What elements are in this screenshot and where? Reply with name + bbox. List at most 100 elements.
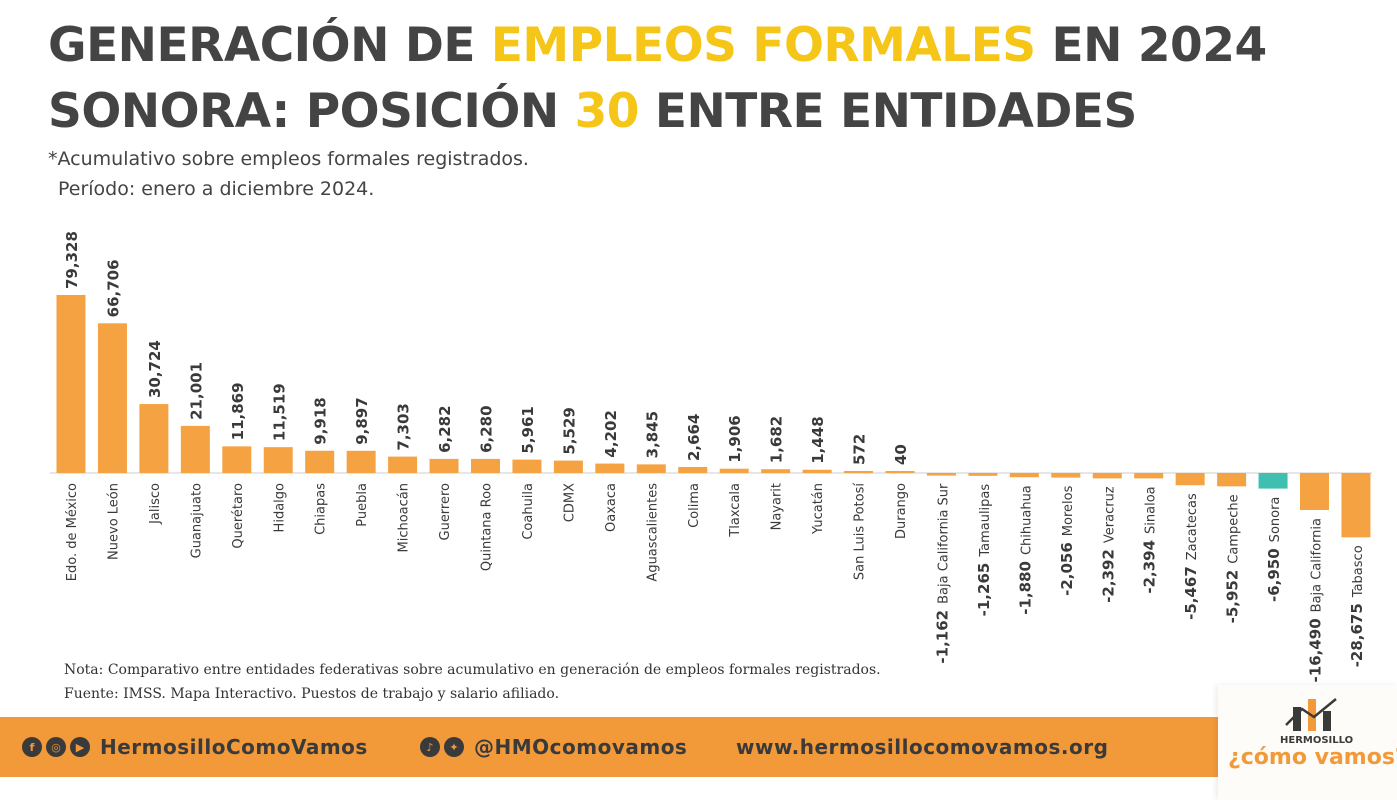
bar-30 (1300, 473, 1329, 511)
value-label-9: 6,282 (436, 405, 454, 452)
category-label-10: Quintana Roo (480, 483, 495, 571)
category-label-7: Puebla (355, 483, 370, 527)
subtitle-cumulative: *Acumulativo sobre empleos formales regi… (48, 148, 529, 170)
value-label-18: 1,448 (809, 416, 827, 463)
bar-27 (1175, 473, 1205, 486)
value-label-2: 30,724 (146, 340, 164, 398)
bar-19 (844, 471, 874, 473)
bar-1 (97, 323, 127, 473)
value-label-8: 7,303 (395, 403, 413, 450)
neg-label-25: -2,392 Veracruz (1099, 486, 1117, 603)
category-label-28: Campeche (1227, 494, 1242, 563)
bar-15 (678, 467, 708, 473)
tiktok-icon[interactable]: ♪ (420, 737, 440, 757)
facebook-icon[interactable]: f (22, 737, 42, 757)
category-label-17: Nayarit (770, 483, 785, 530)
youtube-icon[interactable]: ▶ (70, 737, 90, 757)
footer-website[interactable]: www.hermosillocomovamos.org (736, 735, 1109, 759)
category-label-4: Querétaro (231, 483, 246, 549)
bar-31 (1341, 473, 1371, 538)
value-label-25: -2,392 (1099, 549, 1117, 603)
bar-9 (429, 458, 459, 473)
bar-16 (719, 468, 749, 473)
neg-label-21: -1,162 Baja California Sur (933, 483, 951, 664)
bar-4 (222, 446, 252, 473)
bar-22 (968, 473, 998, 476)
value-label-11: 5,961 (519, 406, 537, 453)
source-text: Fuente: IMSS. Mapa Interactivo. Puestos … (64, 686, 560, 702)
neg-label-26: -2,394 Sinaloa (1141, 486, 1159, 593)
value-label-24: -2,056 (1058, 542, 1076, 596)
title-line-1: GENERACIÓN DE EMPLEOS FORMALES EN 2024 (48, 18, 1267, 73)
value-label-5: 11,519 (270, 383, 288, 441)
value-label-26: -2,394 (1141, 540, 1159, 594)
value-label-4: 11,869 (229, 382, 247, 440)
category-label-16: Tlaxcala (728, 483, 743, 538)
category-label-31: Tabasco (1351, 545, 1366, 598)
category-label-3: Guanajuato (189, 483, 204, 558)
category-label-9: Guerrero (438, 483, 453, 541)
footer-website-group: www.hermosillocomovamos.org (730, 717, 1108, 777)
value-label-30: -16,490 (1307, 618, 1325, 682)
bar-17 (761, 469, 791, 473)
bar-26 (1134, 473, 1164, 479)
footer-handle-1[interactable]: HermosilloComoVamos (100, 735, 368, 759)
bar-8 (388, 456, 418, 473)
neg-label-30: -16,490 Baja California (1307, 518, 1325, 682)
footer-handle-2[interactable]: @HMOcomovamos (474, 735, 688, 759)
instagram-icon[interactable]: ◎ (46, 737, 66, 757)
bar-10 (471, 458, 500, 473)
value-label-6: 9,918 (312, 397, 330, 444)
bar-3 (180, 425, 210, 473)
value-label-1: 66,706 (104, 259, 122, 317)
value-label-21: -1,162 (933, 610, 951, 664)
neg-label-28: -5,952 Campeche (1224, 494, 1242, 623)
value-label-31: -28,675 (1348, 603, 1366, 667)
category-label-8: Michoacán (397, 483, 412, 553)
neg-label-31: -28,675 Tabasco (1348, 545, 1366, 667)
category-label-29: Sonora (1268, 497, 1283, 543)
category-label-2: Jalisco (148, 483, 163, 525)
neg-label-23: -1,880 Chihuahua (1016, 485, 1034, 615)
value-label-10: 6,280 (478, 405, 496, 452)
category-label-18: Yucatán (811, 483, 826, 535)
category-label-1: Nuevo León (106, 483, 121, 560)
value-label-19: 572 (851, 434, 869, 465)
footer-social-group-2: ♪ ✦ @HMOcomovamos (420, 717, 687, 777)
logo-chart-icon (1285, 698, 1337, 731)
category-label-23: Chihuahua (1019, 485, 1034, 555)
value-label-22: -1,265 (975, 563, 993, 617)
bar-chart: 79,328 Edo. de México 66,706 Nuevo León 30,7… (50, 231, 1372, 682)
value-label-3: 21,001 (187, 362, 205, 420)
bar-7 (346, 450, 376, 473)
value-label-23: -1,880 (1016, 561, 1034, 615)
subtitle-period: Período: enero a diciembre 2024. (58, 178, 375, 200)
bar-11 (512, 459, 542, 473)
value-label-28: -5,952 (1224, 570, 1242, 624)
neg-label-22: -1,265 Tamaulipas (975, 484, 993, 617)
value-label-13: 4,202 (602, 410, 620, 457)
note-text: Nota: Comparativo entre entidades federa… (64, 662, 881, 678)
category-label-13: Oaxaca (604, 483, 619, 532)
value-label-14: 3,845 (643, 411, 661, 458)
twitter-icon[interactable]: ✦ (444, 737, 464, 757)
category-label-20: Durango (894, 483, 909, 539)
footer-bar: f ◎ ▶ HermosilloComoVamos ♪ ✦ @HMOcomova… (0, 717, 1397, 777)
category-label-19: San Luis Potosí (853, 483, 868, 581)
category-label-14: Aguascalientes (645, 483, 660, 582)
bar-2 (139, 404, 169, 473)
neg-label-27: -5,467 Zacatecas (1182, 493, 1200, 620)
bar-28 (1217, 473, 1247, 487)
title-line-2: SONORA: POSICIÓN 30 ENTRE ENTIDADES (48, 84, 1137, 139)
bar-14 (636, 464, 666, 473)
value-label-0: 79,328 (63, 231, 81, 289)
category-label-22: Tamaulipas (978, 484, 993, 558)
value-label-27: -5,467 (1182, 566, 1200, 620)
category-label-21: Baja California Sur (936, 483, 951, 604)
bar-21 (926, 473, 956, 476)
neg-label-29: -6,950 Sonora (1265, 497, 1283, 602)
category-label-6: Chiapas (314, 483, 329, 535)
category-label-24: Morelos (1061, 485, 1076, 536)
bar-18 (802, 469, 832, 473)
value-label-17: 1,682 (768, 416, 786, 463)
